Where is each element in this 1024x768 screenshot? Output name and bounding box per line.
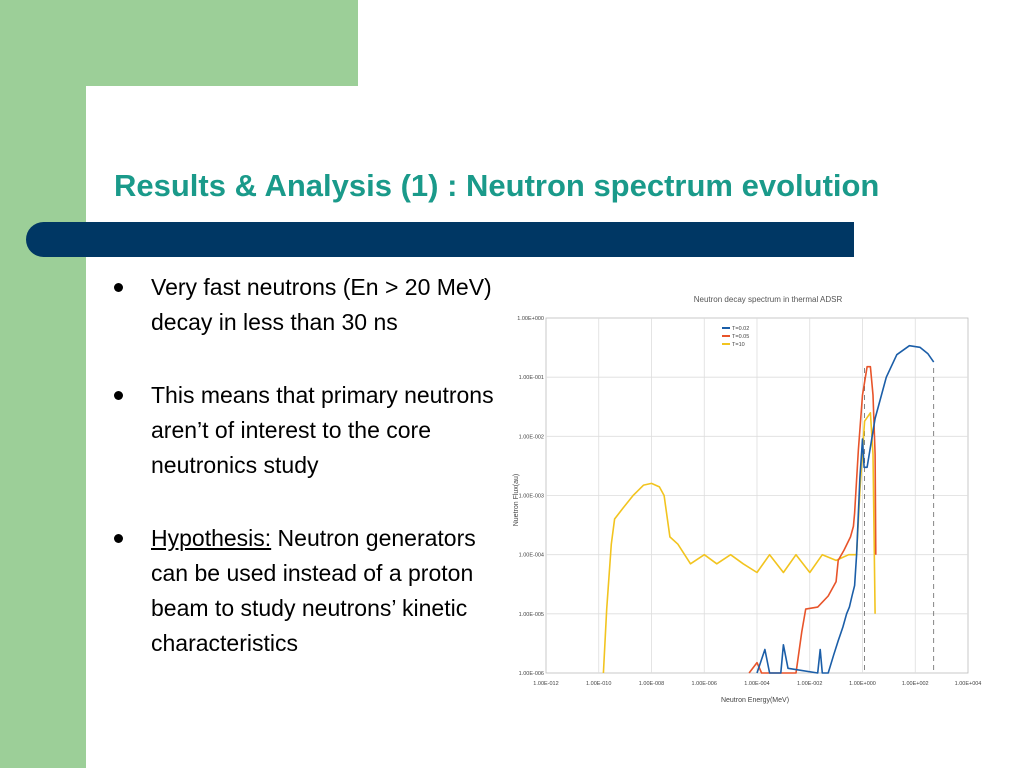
bullet-item: Hypothesis: Neutron generators can be us… xyxy=(112,521,512,661)
bullet-text: Neutron generators can be used instead o… xyxy=(151,525,476,656)
chart-x-axis-label: Neutron Energy(MeV) xyxy=(721,697,789,704)
y-tick-label: 1.00E+000 xyxy=(517,316,544,322)
x-tick-label: 1.00E-012 xyxy=(533,681,558,687)
y-tick-label: 1.00E-001 xyxy=(519,375,544,381)
bullet-item: Very fast neutrons (En > 20 MeV) decay i… xyxy=(112,270,512,340)
legend-label: T=0.02 xyxy=(732,326,749,332)
x-tick-label: 1.00E+000 xyxy=(849,681,876,687)
decorative-green-strip xyxy=(0,0,86,768)
slide-title: Results & Analysis (1) : Neutron spectru… xyxy=(114,168,880,203)
neutron-spectrum-chart: Neutron decay spectrum in thermal ADSR 1… xyxy=(513,295,982,704)
x-tick-label: 1.00E-004 xyxy=(744,681,769,687)
decorative-green-block xyxy=(0,0,358,86)
series-line xyxy=(756,344,935,674)
bullet-list: Very fast neutrons (En > 20 MeV) decay i… xyxy=(112,270,512,699)
x-tick-label: 1.00E-006 xyxy=(692,681,717,687)
bullet-dot-icon xyxy=(114,283,123,292)
chart-y-axis-label: Nuetron Flux(au) xyxy=(513,474,520,527)
y-tick-label: 1.00E-006 xyxy=(519,671,544,677)
bullet-item: This means that primary neutrons aren’t … xyxy=(112,378,512,483)
y-tick-label: 1.00E-004 xyxy=(519,553,544,559)
bullet-lead-text: Hypothesis: xyxy=(151,525,272,551)
legend-label: T=0.05 xyxy=(732,334,749,340)
x-tick-label: 1.00E-010 xyxy=(586,681,611,687)
x-tick-label: 1.00E-008 xyxy=(639,681,664,687)
x-tick-label: 1.00E+004 xyxy=(955,681,982,687)
x-tick-label: 1.00E-002 xyxy=(797,681,822,687)
y-tick-label: 1.00E-002 xyxy=(519,434,544,440)
chart-title: Neutron decay spectrum in thermal ADSR xyxy=(694,295,843,304)
y-tick-label: 1.00E-005 xyxy=(519,612,544,618)
title-underline-bar xyxy=(26,222,854,257)
legend-label: T=10 xyxy=(732,342,745,348)
bullet-dot-icon xyxy=(114,534,123,543)
bullet-dot-icon xyxy=(114,391,123,400)
x-tick-label: 1.00E+002 xyxy=(902,681,929,687)
y-tick-label: 1.00E-003 xyxy=(519,494,544,500)
bullet-text: Very fast neutrons (En > 20 MeV) decay i… xyxy=(151,274,492,335)
bullet-text: This means that primary neutrons aren’t … xyxy=(151,382,494,478)
